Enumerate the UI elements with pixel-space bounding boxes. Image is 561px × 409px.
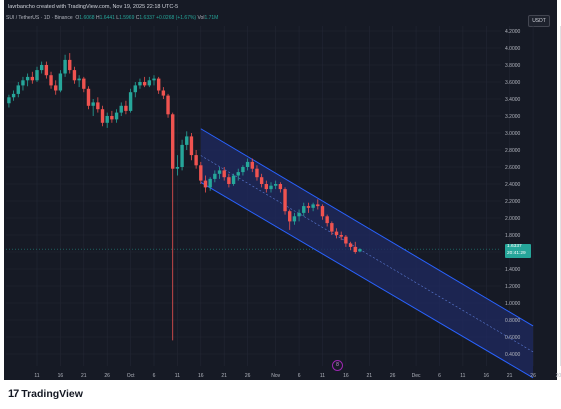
tradingview-wordmark: TradingView: [21, 388, 83, 400]
volume-label: Vol: [197, 15, 205, 21]
last-price-tag: 1.6337 20:41:29: [505, 244, 531, 258]
currency-button[interactable]: USDT: [528, 15, 550, 27]
close-label: C: [135, 15, 140, 21]
author-header: lavrbancho created with TradingView.com,…: [4, 1, 561, 13]
change-value: +0.0268 (+1.67%): [156, 15, 197, 21]
high-label: H: [95, 15, 100, 21]
open-label: O: [75, 15, 80, 21]
author-caption: lavrbancho created with TradingView.com,…: [8, 4, 179, 10]
event-marker-icon[interactable]: 8: [332, 360, 343, 371]
open-value: 1.6068: [79, 15, 95, 21]
tradingview-mark-icon: 17: [8, 388, 19, 400]
chart-window: [4, 0, 557, 380]
last-price-value: 1.6337: [507, 244, 522, 249]
close-value: 1.6337: [139, 15, 155, 21]
event-marker-label: 8: [336, 362, 339, 368]
low-value: 1.5969: [119, 15, 135, 21]
volume-value: 1.71M: [204, 15, 219, 21]
low-label: L: [116, 15, 120, 21]
high-value: 1.6441: [99, 15, 115, 21]
tradingview-logo[interactable]: 17 TradingView: [8, 387, 83, 401]
symbol-name[interactable]: SUI / TetherUS · 1D · Binance: [6, 15, 73, 21]
bar-countdown: 20:41:29: [507, 250, 526, 256]
symbol-legend: SUI / TetherUS · 1D · Binance O1.6068 H1…: [6, 13, 218, 23]
footer: [4, 380, 557, 409]
